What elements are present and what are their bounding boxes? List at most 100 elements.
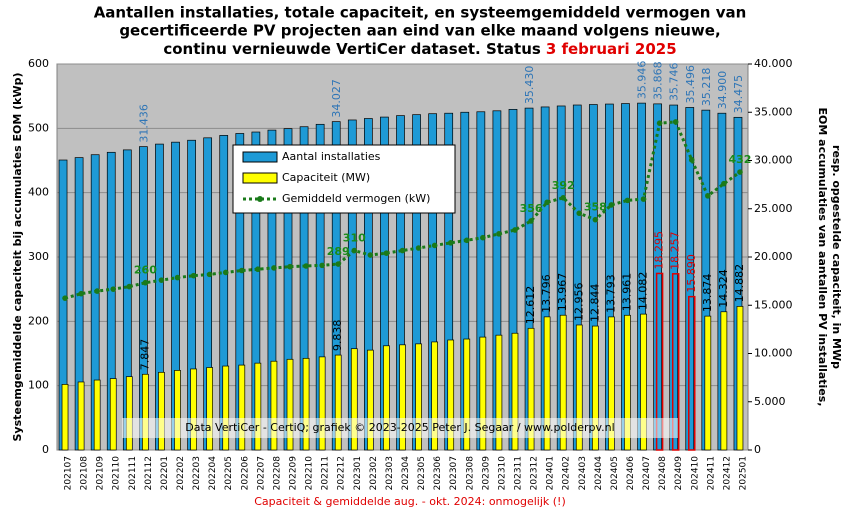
line-point [672, 119, 679, 125]
data-label: 34.027 [330, 79, 343, 118]
data-label: 358 [584, 201, 607, 214]
bar [270, 360, 278, 451]
line-point [287, 263, 293, 270]
x-tick-label: 202405 [610, 456, 620, 490]
x-tick-label: 202212 [337, 456, 347, 490]
chart-title: continu vernieuwde VertiCer dataset. Sta… [163, 40, 676, 58]
bar [640, 313, 647, 451]
data-label: 18.257 [669, 231, 682, 270]
bar [383, 345, 390, 451]
data-label: 13.796 [540, 274, 553, 313]
bar [447, 339, 455, 451]
bar [704, 315, 712, 451]
bar [238, 364, 246, 451]
x-tick-label: 202411 [706, 456, 716, 490]
chart-title: gecertificeerde PV projecten aan eind va… [119, 22, 720, 40]
bar [77, 381, 85, 451]
data-label: 35.868 [652, 61, 665, 100]
x-tick-label: 202204 [208, 456, 218, 491]
x-tick-label: 202311 [513, 456, 523, 490]
bar [688, 295, 696, 451]
bar [93, 379, 101, 451]
data-label: 13.967 [556, 273, 569, 312]
line-point [688, 157, 695, 163]
bar [142, 373, 149, 451]
data-label: 14.882 [733, 264, 746, 303]
line-point [656, 120, 663, 126]
line-point [126, 283, 133, 290]
x-tick-label: 202208 [272, 456, 282, 491]
y2-tick-label: 20.000 [754, 250, 793, 263]
data-label: 15.890 [685, 254, 698, 293]
bar [527, 327, 535, 451]
legend-marker [257, 196, 263, 202]
x-tick-label: 202310 [497, 456, 507, 491]
x-tick-label: 202202 [176, 456, 186, 490]
source: Data VertiCer - CertiQ; grafiek © 2023-2… [185, 421, 614, 434]
x-tick-label: 202209 [289, 456, 299, 491]
x-tick-label: 202410 [690, 456, 700, 491]
data-label: 35.746 [668, 63, 681, 102]
bar [206, 367, 214, 451]
source-box [122, 418, 678, 438]
bar [286, 358, 294, 451]
x-tick-label: 202109 [96, 456, 106, 491]
x-tick-label: 202403 [578, 456, 588, 490]
bar [125, 376, 133, 451]
bar [720, 311, 728, 451]
line-point [62, 295, 68, 301]
x-tick-label: 202110 [112, 456, 122, 491]
bar [495, 334, 503, 451]
x-tick-label: 202406 [626, 456, 636, 491]
y2-axis-title: EOM accumulaties van aantallen PV instal… [816, 108, 829, 407]
legend: Aantal installaties Capaciteit (MW) Gemidd… [232, 144, 456, 214]
bar [624, 314, 631, 451]
line-point [705, 193, 711, 199]
data-label: 13.793 [604, 274, 617, 313]
x-tick-label: 202309 [481, 456, 491, 491]
line-point [174, 274, 181, 281]
line-point [206, 271, 213, 278]
data-label: 260 [134, 264, 157, 277]
bar [479, 336, 487, 451]
line-point [351, 247, 358, 254]
bar [463, 338, 471, 451]
line-point [190, 272, 197, 279]
x-tick-label: 202409 [674, 456, 684, 491]
x-tick-label: 202203 [192, 456, 202, 490]
data-label: 432 [728, 153, 751, 166]
footnote: Capaciteit & gemiddelde aug. - okt. 2024… [254, 495, 566, 508]
bar [669, 104, 679, 451]
legend-swatch [242, 172, 278, 184]
bar [109, 378, 117, 451]
line-point [303, 263, 309, 269]
x-tick-label: 202412 [722, 456, 732, 490]
line-point [94, 288, 100, 294]
bar [575, 324, 583, 451]
bar [190, 368, 197, 451]
line-point [431, 242, 438, 249]
bar [671, 273, 680, 451]
x-tick-label: 202206 [240, 456, 250, 491]
y2-tick-label: 0 [754, 443, 761, 456]
x-tick-label: 202211 [321, 456, 331, 490]
data-label: 35.496 [684, 65, 697, 104]
y-tick-label: 200 [28, 314, 49, 327]
bar [608, 316, 615, 451]
x-tick-label: 202304 [401, 456, 411, 491]
line-point [110, 286, 117, 292]
line-point [447, 240, 454, 246]
title-date: 3 februari 2025 [546, 40, 677, 58]
bar [158, 371, 165, 451]
bar [653, 103, 662, 451]
data-label: 392 [552, 179, 575, 192]
y-tick-label: 400 [28, 186, 49, 199]
bar [511, 332, 519, 451]
x-tick-label: 202308 [465, 456, 475, 491]
data-label: 13.961 [620, 273, 633, 312]
line-point [255, 266, 261, 273]
line-point [158, 277, 165, 283]
x-tick-label: 202305 [417, 456, 427, 490]
data-label: 356 [520, 202, 543, 215]
